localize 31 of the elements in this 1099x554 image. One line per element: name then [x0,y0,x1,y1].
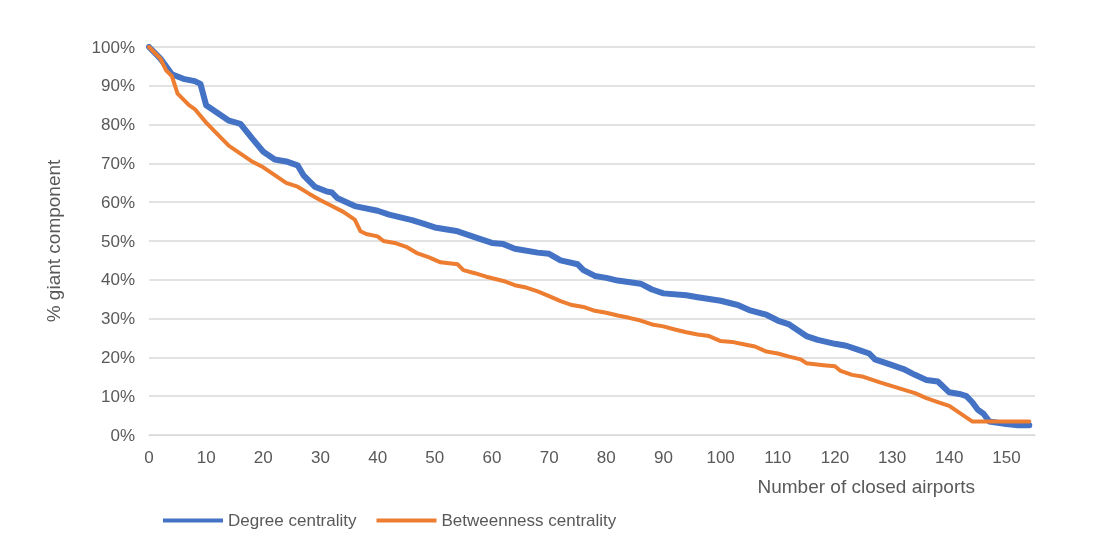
x-tick-label: 40 [368,448,388,467]
y-tick-label: 40% [100,270,135,290]
x-tick-label: 100 [706,448,735,467]
x-axis-title: Number of closed airports [757,476,975,497]
y-tick-label: 30% [100,309,135,329]
x-tick-label: 140 [935,448,964,467]
y-tick-label: 80% [100,115,135,135]
x-tick-label: 10 [196,448,216,467]
y-tick-label: 100% [91,37,135,57]
y-axis-title: % giant component [43,158,64,323]
x-tick-label: 80 [596,448,616,467]
x-tick-label: 60 [482,448,502,467]
y-tick-label: 60% [100,192,135,212]
x-tick-label: 150 [992,448,1021,467]
legend-label: Betweenness centrality [441,511,617,530]
legend-label: Degree centrality [228,511,357,530]
y-tick-label: 0% [110,425,135,445]
y-tick-label: 10% [100,386,135,406]
y-tick-label: 90% [100,76,135,96]
x-tick-label: 70 [539,448,559,467]
x-tick-label: 110 [764,448,792,467]
x-tick-label: 90 [653,448,673,467]
y-tick-label: 20% [100,347,135,367]
x-tick-label: 50 [425,448,445,467]
x-tick-label: 20 [253,448,273,467]
y-tick-label: 50% [100,231,135,251]
x-tick-label: 120 [820,448,850,467]
x-tick-label: 0 [144,448,154,467]
x-tick-label: 130 [877,448,907,467]
x-tick-label: 30 [311,448,330,467]
y-tick-label: 70% [100,153,135,173]
